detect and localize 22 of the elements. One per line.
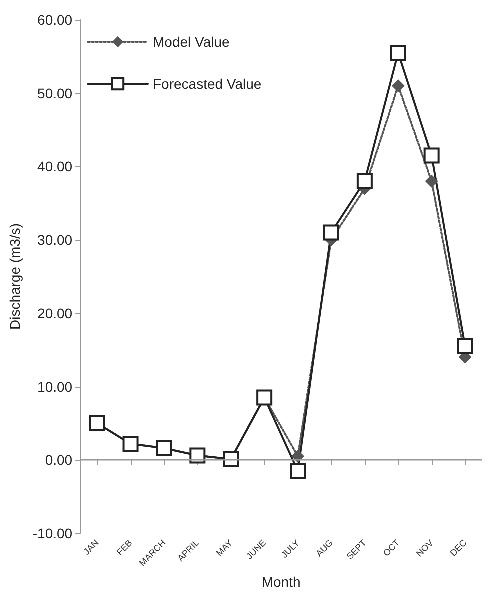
point [392,80,405,93]
x-tick-label: FEB [114,538,134,558]
point [290,463,306,480]
point [425,174,438,188]
x-axis-title: Month [262,574,301,590]
y-tick-label: 50.00 [38,85,73,102]
point [292,450,305,463]
y-tick-label: 30.00 [38,232,73,248]
y-tick-label: 20.00 [38,305,73,322]
point [356,173,373,190]
y-axis-title: Discharge (m3/s) [7,223,23,330]
point [457,338,474,354]
y-tick-label: 0.00 [45,452,73,468]
legend-label: Forecasted Value [153,76,262,92]
y-tick-label: 60.00 [38,12,73,28]
point [424,148,440,164]
y-tick-label: 40.00 [38,158,73,175]
point [323,224,340,241]
point [390,45,406,62]
legend-label: Model Value [153,34,230,50]
y-tick-label: -10.00 [32,525,73,542]
y-tick-label: 10.00 [38,378,73,395]
